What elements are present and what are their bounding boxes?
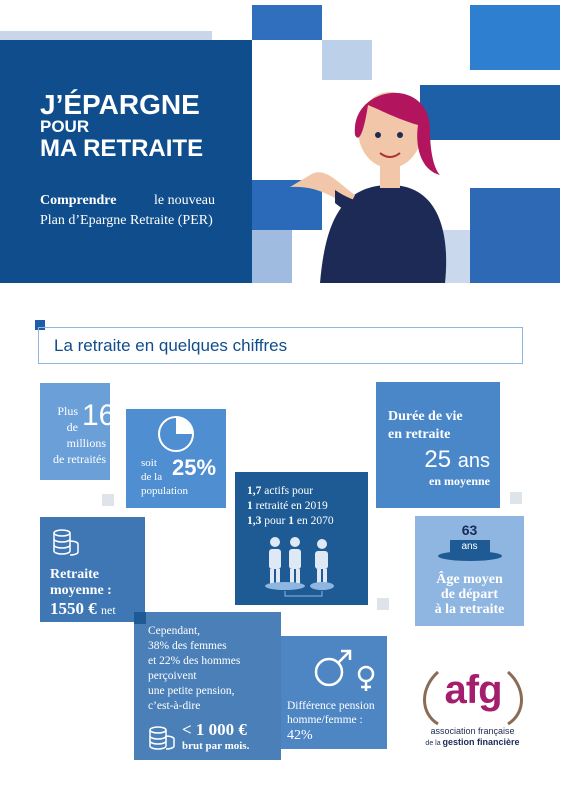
deco (102, 494, 114, 506)
text: brut par mois. (182, 740, 250, 752)
text: soit (141, 457, 157, 469)
deco (322, 40, 372, 80)
deco (134, 612, 146, 624)
unit: ans (457, 450, 490, 472)
text: c’est-à-dire (148, 700, 201, 712)
subtitle-text: le nouveau (153, 193, 215, 208)
text: Différence pension (287, 700, 375, 712)
text: perçoivent (148, 670, 197, 682)
stat-duration: Durée de vie en retraite 25 ans en moyenn… (376, 382, 500, 508)
text: de retraités (53, 452, 106, 466)
text: 1,3 (247, 515, 262, 527)
pie (158, 416, 194, 452)
logo-text: association française (430, 726, 515, 736)
text: et 22% des hommes (148, 655, 241, 667)
section-title: La retraite en quelques chiffres (38, 327, 523, 364)
logo: afg association française de la gestion … (410, 668, 535, 753)
title-line: J’ÉPARGNE (40, 89, 200, 120)
cake-icon (438, 540, 502, 561)
subtitle: Comprendre le nouveau Plan d’Epargne Retr… (40, 191, 215, 231)
text: en 2070 (293, 515, 334, 527)
text: actifs pour (261, 485, 314, 497)
logo-text: gestion financière (442, 737, 520, 747)
stat-pension: Cependant, 38% des femmes et 22% des homme… (134, 612, 281, 760)
text: de (66, 420, 78, 434)
deco (0, 31, 212, 40)
ratio-line: 1 retraité en 2019 (247, 499, 334, 514)
pie-slice (176, 417, 193, 434)
text: à la retraite (434, 602, 505, 617)
age-number: 63 (461, 522, 478, 538)
deco (470, 5, 560, 70)
big-number: 16 (82, 399, 116, 432)
ratio-line: 1,3 pour 1 en 2070 (247, 514, 334, 529)
ratio-text: 1,7 actifs pour 1 retraité en 2019 1,3 pou… (247, 484, 334, 529)
deco (470, 188, 560, 283)
text: moyenne : (50, 583, 112, 598)
illustration (290, 92, 447, 283)
people-icon (265, 537, 334, 597)
text: en retraite (388, 427, 451, 442)
text: retraité en 2019 (252, 500, 328, 512)
logo-text: de la (425, 740, 443, 747)
coins-icon (53, 529, 79, 556)
text: pour (261, 515, 289, 527)
text: 1,7 (247, 485, 262, 497)
deco (420, 85, 560, 140)
stat-age: 63 ans Âge moyen de départ à la retraite (415, 516, 524, 626)
deco (252, 5, 322, 40)
pension-text: Cependant, 38% des femmes et 22% des homme… (148, 624, 240, 714)
text: Retraite (50, 567, 99, 582)
text: en moyenne (429, 474, 490, 488)
logo-mark (423, 670, 523, 726)
big-number: 25% (172, 455, 217, 480)
gender-icon (314, 649, 375, 691)
text: 38% des femmes (148, 640, 227, 652)
subtitle-bold: Comprendre (40, 193, 117, 208)
header-panel: J’ÉPARGNE POUR MA RETRAITE Comprendre le … (0, 40, 252, 283)
text: 1 (288, 515, 294, 527)
title: J’ÉPARGNE POUR MA RETRAITE (40, 89, 204, 162)
unit: ans (461, 541, 478, 552)
text: Durée de vie (388, 409, 463, 424)
deco (35, 320, 45, 330)
text: une petite pension, (148, 685, 235, 697)
text: Âge moyen (436, 572, 503, 587)
stat-share: soit de la 25% population (126, 409, 226, 508)
text: Cependant, (148, 625, 201, 637)
stat-average: Retraite moyenne : 1550 € net (40, 517, 145, 622)
logo-name: afg (444, 668, 503, 712)
coins-icon (149, 726, 175, 750)
text: Plus (57, 404, 78, 418)
text: de la (141, 471, 163, 483)
value: 42% (287, 728, 313, 743)
text: population (141, 485, 189, 497)
stat-ratio: 1,7 actifs pour 1 retraité en 2019 1,3 pou… (235, 472, 368, 605)
stat-retirees: Plus de 16 millions de retraités (40, 383, 115, 480)
amount: 1550 € (50, 599, 97, 618)
stat-gap: Différence pension homme/femme : 42% (281, 636, 387, 749)
ratio-line: 1,7 actifs pour (247, 484, 334, 499)
text: millions (66, 436, 106, 450)
deco (377, 598, 389, 610)
amount: < 1 000 € (182, 720, 247, 739)
subtitle-text: Plan d’Epargne Retraite (PER) (40, 213, 213, 228)
title-line: MA RETRAITE (40, 135, 204, 162)
text: 1 (247, 500, 253, 512)
text: homme/femme : (287, 714, 363, 726)
unit: net (101, 603, 116, 617)
text: de départ (440, 587, 499, 602)
big-number: 25 (424, 446, 452, 473)
deco (510, 492, 522, 504)
title-line: POUR (40, 117, 90, 136)
deco (252, 230, 292, 283)
